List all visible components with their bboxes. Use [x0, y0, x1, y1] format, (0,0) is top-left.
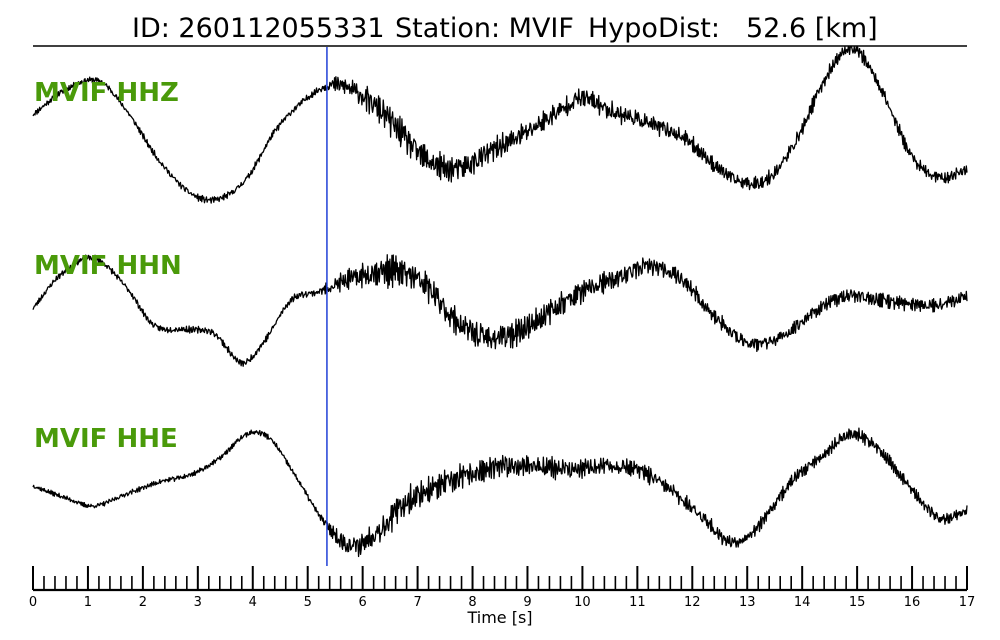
x-axis-label: Time [s] [466, 608, 532, 627]
tick-label: 9 [523, 595, 531, 610]
tick-label-group: 0 1 2 3 4 5 6 7 8 9 10 11 12 13 14 15 16 17 [29, 595, 975, 610]
trace-hhe [32, 427, 968, 558]
trace-label-hhe: MVIF HHE [34, 424, 178, 454]
tick-label: 7 [413, 595, 421, 610]
tick-label: 13 [739, 595, 756, 610]
trace-label-group: MVIF HHZ MVIF HHN MVIF HHE [34, 78, 182, 454]
tick-label: 10 [574, 595, 591, 610]
tick-label: 11 [629, 595, 646, 610]
tick-label: 15 [849, 595, 866, 610]
title-hypodist-value: 52.6 [km] [746, 13, 878, 44]
minor-tick-group [43, 576, 957, 590]
title-id: ID: 260112055331 [132, 13, 385, 44]
tick-label: 1 [84, 595, 92, 610]
tick-label: 6 [359, 595, 367, 610]
time-axis: 0 1 2 3 4 5 6 7 8 9 10 11 12 13 14 15 16 17 [29, 566, 975, 610]
trace-label-hhz: MVIF HHZ [34, 78, 179, 108]
trace-hhz [32, 46, 968, 204]
tick-label: 12 [684, 595, 701, 610]
tick-label: 0 [29, 595, 37, 610]
trace-hhn [32, 254, 968, 367]
tick-label: 17 [959, 595, 976, 610]
tick-label: 4 [249, 595, 257, 610]
tick-label: 5 [304, 595, 312, 610]
title-station: Station: MVIF [395, 13, 574, 44]
tick-label: 14 [794, 595, 811, 610]
tick-label: 8 [468, 595, 476, 610]
major-tick-group [32, 566, 968, 590]
title-hypodist-label: HypoDist: [588, 13, 720, 44]
trace-label-hhn: MVIF HHN [34, 251, 182, 281]
trace-group [32, 46, 968, 558]
tick-label: 2 [139, 595, 147, 610]
tick-label: 3 [194, 595, 202, 610]
tick-label: 16 [904, 595, 921, 610]
